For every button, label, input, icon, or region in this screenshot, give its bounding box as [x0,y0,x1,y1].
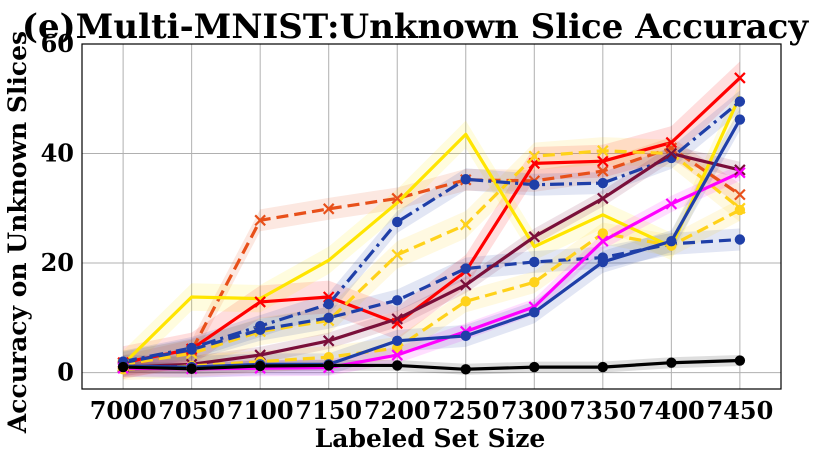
data-point [391,317,404,330]
data-point [597,192,609,205]
x-axis-label: Labeled Set Size [315,424,546,453]
series-band [123,228,740,374]
data-point [529,277,540,288]
data-point [529,307,540,318]
series-band [123,355,740,375]
data-point [734,204,746,216]
series-line [121,95,742,366]
y-tick-label: 20 [41,248,74,277]
data-point [254,324,266,336]
plot-frame [81,43,782,390]
x-tick-label: 7350 [569,396,636,425]
data-point [392,335,403,347]
data-point [322,203,335,215]
data-point [186,363,197,374]
series-line [123,358,740,371]
data-point [254,214,266,227]
data-point [734,234,746,245]
series-line [123,208,741,371]
y-tick-label: 0 [57,358,74,387]
data-point [734,166,746,179]
data-point [597,177,609,189]
x-tick-label: 7100 [227,396,294,425]
series-band [123,82,740,379]
series-line [122,149,741,366]
series-lines [121,76,742,371]
x-tick-label: 7250 [432,396,499,425]
y-tick-labels: 0 20 40 60 [41,29,74,387]
series-markers [117,72,746,375]
data-point [323,298,334,310]
data-point [459,218,472,231]
data-point [391,349,404,361]
data-point [665,136,678,149]
data-point [186,344,197,355]
x-tick-label: 7150 [295,396,362,425]
series-band [123,90,740,373]
data-point [597,228,609,239]
data-point [734,72,746,84]
data-point [665,147,678,160]
data-point [597,155,609,167]
data-point [392,295,403,306]
data-point [666,357,677,368]
data-point [460,174,471,185]
data-point [460,364,471,375]
data-point [460,263,471,274]
data-point [529,361,540,373]
data-point [666,235,677,247]
data-point [254,296,266,308]
y-tick-label: 40 [41,139,74,168]
data-point [665,198,678,210]
data-point [323,352,334,363]
series-line [123,151,741,369]
data-point [734,114,746,125]
data-point [460,296,471,307]
x-tick-label: 7050 [158,396,225,425]
data-point [459,279,472,291]
data-point [460,330,471,342]
y-axis-label: Accuracy on Unknown Slices [3,31,32,434]
x-tick-label: 7200 [364,396,431,425]
y-tick-label: 60 [41,29,74,58]
data-point [392,360,403,371]
data-point [323,312,334,324]
data-point [734,355,746,366]
series-line [122,146,741,368]
data-point [323,360,334,371]
data-point [597,165,609,177]
data-point [597,235,609,247]
data-point [322,335,335,347]
x-tick-label: 7400 [638,396,705,425]
data-point [391,249,404,261]
data-point [117,361,129,373]
x-tick-label: 7300 [501,396,568,425]
data-point [734,188,746,201]
data-point [391,313,404,325]
data-point [391,192,404,205]
data-point [529,256,540,268]
x-tick-label: 7000 [90,396,157,425]
series-band [123,145,740,376]
data-point [392,342,403,354]
data-point [529,179,540,190]
series-line [123,118,742,369]
chart-title: (e)Multi-MNIST:Unknown Slice Accuracy [22,7,809,47]
data-point [528,230,541,243]
data-point [734,96,746,107]
data-point [392,216,403,228]
data-point [597,361,609,373]
data-point [597,145,609,157]
x-tick-label: 7450 [706,396,773,425]
data-point [597,256,609,268]
series-line [122,100,741,364]
data-point [254,360,266,372]
data-point [734,164,746,176]
series-band [123,137,740,379]
data-point [528,150,541,163]
x-tick-labels: 7000 7050 7100 7150 7200 7250 7300 7350 7400 7450 [90,396,774,425]
